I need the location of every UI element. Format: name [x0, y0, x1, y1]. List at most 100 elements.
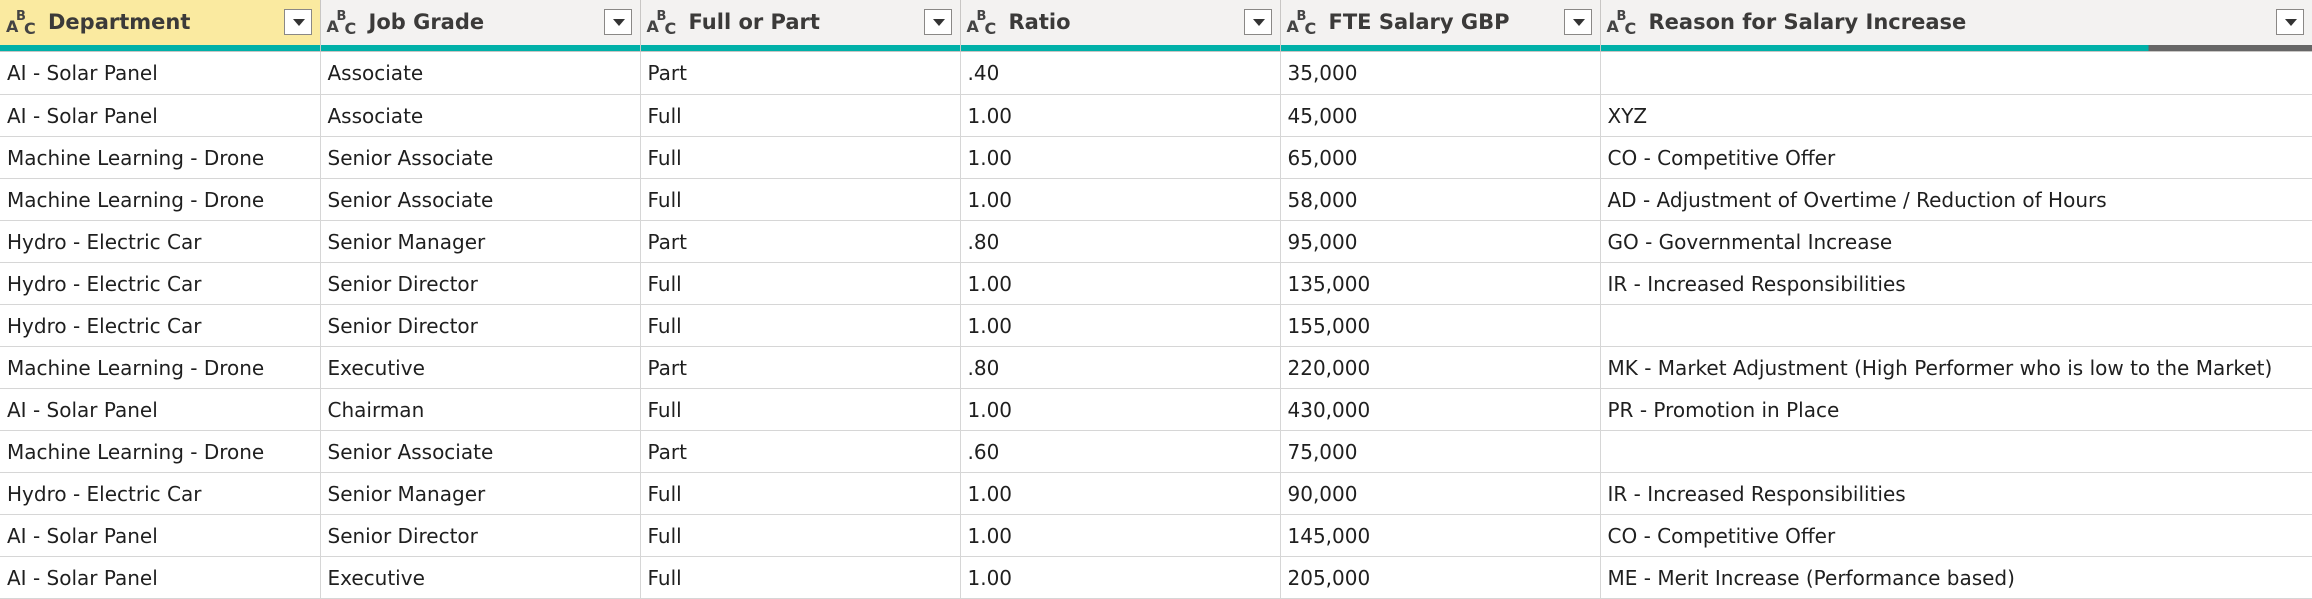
- cell-job-grade[interactable]: Associate: [320, 51, 641, 95]
- cell-reason-for-salary-increase[interactable]: CO - Competitive Offer: [1600, 514, 2312, 557]
- table-row[interactable]: Hydro - Electric Car Senior Director Full 1…: [0, 304, 2312, 347]
- cell-department[interactable]: Machine Learning - Drone: [0, 178, 321, 221]
- cell-job-grade[interactable]: Executive: [320, 346, 641, 389]
- cell-fte-salary-gbp[interactable]: 45,000: [1280, 94, 1601, 137]
- filter-dropdown-icon[interactable]: [2275, 9, 2304, 35]
- cell-reason-for-salary-increase[interactable]: [1600, 304, 2312, 347]
- cell-job-grade[interactable]: Senior Associate: [320, 178, 641, 221]
- cell-reason-for-salary-increase[interactable]: [1600, 430, 2312, 473]
- filter-dropdown-icon[interactable]: [923, 9, 952, 35]
- cell-full-or-part[interactable]: Full: [640, 262, 961, 305]
- cell-full-or-part[interactable]: Full: [640, 178, 961, 221]
- cell-job-grade[interactable]: Executive: [320, 556, 641, 599]
- table-row[interactable]: AI - Solar Panel Associate Part .40 35,000: [0, 51, 2312, 95]
- cell-department[interactable]: Hydro - Electric Car: [0, 472, 321, 515]
- cell-ratio[interactable]: .80: [960, 346, 1281, 389]
- cell-full-or-part[interactable]: Full: [640, 94, 961, 137]
- table-row[interactable]: AI - Solar Panel Senior Director Full 1.00 1…: [0, 514, 2312, 557]
- filter-dropdown-icon[interactable]: [283, 9, 312, 35]
- table-row[interactable]: Machine Learning - Drone Senior Associate…: [0, 136, 2312, 179]
- cell-reason-for-salary-increase[interactable]: AD - Adjustment of Overtime / Reduction …: [1600, 178, 2312, 221]
- cell-job-grade[interactable]: Associate: [320, 94, 641, 137]
- cell-fte-salary-gbp[interactable]: 75,000: [1280, 430, 1601, 473]
- table-row[interactable]: AI - Solar Panel Associate Full 1.00 45,000 X…: [0, 94, 2312, 137]
- table-row[interactable]: Machine Learning - Drone Senior Associate…: [0, 178, 2312, 221]
- cell-department[interactable]: AI - Solar Panel: [0, 94, 321, 137]
- cell-fte-salary-gbp[interactable]: 65,000: [1280, 136, 1601, 179]
- cell-department[interactable]: AI - Solar Panel: [0, 51, 321, 95]
- cell-job-grade[interactable]: Senior Director: [320, 304, 641, 347]
- cell-ratio[interactable]: 1.00: [960, 304, 1281, 347]
- cell-fte-salary-gbp[interactable]: 135,000: [1280, 262, 1601, 305]
- cell-ratio[interactable]: 1.00: [960, 556, 1281, 599]
- cell-full-or-part[interactable]: Part: [640, 51, 961, 95]
- cell-fte-salary-gbp[interactable]: 430,000: [1280, 388, 1601, 431]
- cell-full-or-part[interactable]: Full: [640, 136, 961, 179]
- cell-reason-for-salary-increase[interactable]: XYZ: [1600, 94, 2312, 137]
- table-row[interactable]: AI - Solar Panel Executive Full 1.00 205,000…: [0, 556, 2312, 599]
- cell-reason-for-salary-increase[interactable]: GO - Governmental Increase: [1600, 220, 2312, 263]
- table-row[interactable]: Hydro - Electric Car Senior Manager Full 1.…: [0, 472, 2312, 515]
- cell-reason-for-salary-increase[interactable]: IR - Increased Responsibilities: [1600, 472, 2312, 515]
- cell-full-or-part[interactable]: Full: [640, 304, 961, 347]
- cell-department[interactable]: Machine Learning - Drone: [0, 430, 321, 473]
- cell-reason-for-salary-increase[interactable]: PR - Promotion in Place: [1600, 388, 2312, 431]
- cell-fte-salary-gbp[interactable]: 95,000: [1280, 220, 1601, 263]
- cell-job-grade[interactable]: Senior Associate: [320, 430, 641, 473]
- cell-fte-salary-gbp[interactable]: 220,000: [1280, 346, 1601, 389]
- cell-job-grade[interactable]: Senior Director: [320, 514, 641, 557]
- cell-ratio[interactable]: 1.00: [960, 136, 1281, 179]
- cell-full-or-part[interactable]: Part: [640, 220, 961, 263]
- filter-dropdown-icon[interactable]: [603, 9, 632, 35]
- cell-ratio[interactable]: 1.00: [960, 388, 1281, 431]
- filter-dropdown-icon[interactable]: [1563, 9, 1592, 35]
- cell-ratio[interactable]: .60: [960, 430, 1281, 473]
- cell-department[interactable]: Hydro - Electric Car: [0, 262, 321, 305]
- filter-dropdown-icon[interactable]: [1243, 9, 1272, 35]
- cell-ratio[interactable]: 1.00: [960, 94, 1281, 137]
- cell-department[interactable]: AI - Solar Panel: [0, 388, 321, 431]
- cell-department[interactable]: Hydro - Electric Car: [0, 304, 321, 347]
- cell-full-or-part[interactable]: Part: [640, 430, 961, 473]
- cell-full-or-part[interactable]: Full: [640, 514, 961, 557]
- cell-reason-for-salary-increase[interactable]: ME - Merit Increase (Performance based): [1600, 556, 2312, 599]
- table-row[interactable]: Machine Learning - Drone Executive Part .80…: [0, 346, 2312, 389]
- cell-job-grade[interactable]: Senior Manager: [320, 220, 641, 263]
- cell-job-grade[interactable]: Senior Manager: [320, 472, 641, 515]
- cell-fte-salary-gbp[interactable]: 58,000: [1280, 178, 1601, 221]
- cell-department[interactable]: Hydro - Electric Car: [0, 220, 321, 263]
- cell-department[interactable]: Machine Learning - Drone: [0, 346, 321, 389]
- cell-full-or-part[interactable]: Part: [640, 346, 961, 389]
- cell-fte-salary-gbp[interactable]: 145,000: [1280, 514, 1601, 557]
- cell-fte-salary-gbp[interactable]: 35,000: [1280, 51, 1601, 95]
- cell-ratio[interactable]: .80: [960, 220, 1281, 263]
- table-row[interactable]: AI - Solar Panel Chairman Full 1.00 430,000 P…: [0, 388, 2312, 431]
- cell-full-or-part[interactable]: Full: [640, 472, 961, 515]
- cell-full-or-part[interactable]: Full: [640, 388, 961, 431]
- cell-reason-for-salary-increase[interactable]: CO - Competitive Offer: [1600, 136, 2312, 179]
- table-row[interactable]: Hydro - Electric Car Senior Director Full 1…: [0, 262, 2312, 305]
- cell-job-grade[interactable]: Senior Director: [320, 262, 641, 305]
- table-row[interactable]: Machine Learning - Drone Senior Associate…: [0, 430, 2312, 473]
- cell-reason-for-salary-increase[interactable]: IR - Increased Responsibilities: [1600, 262, 2312, 305]
- cell-department[interactable]: Machine Learning - Drone: [0, 136, 321, 179]
- cell-job-grade[interactable]: Senior Associate: [320, 136, 641, 179]
- table-row[interactable]: Hydro - Electric Car Senior Manager Part .8…: [0, 220, 2312, 263]
- cell-ratio[interactable]: .40: [960, 51, 1281, 95]
- cell-department[interactable]: AI - Solar Panel: [0, 556, 321, 599]
- cell-ratio[interactable]: 1.00: [960, 178, 1281, 221]
- cell-department[interactable]: AI - Solar Panel: [0, 514, 321, 557]
- cell-fte-salary-gbp[interactable]: 205,000: [1280, 556, 1601, 599]
